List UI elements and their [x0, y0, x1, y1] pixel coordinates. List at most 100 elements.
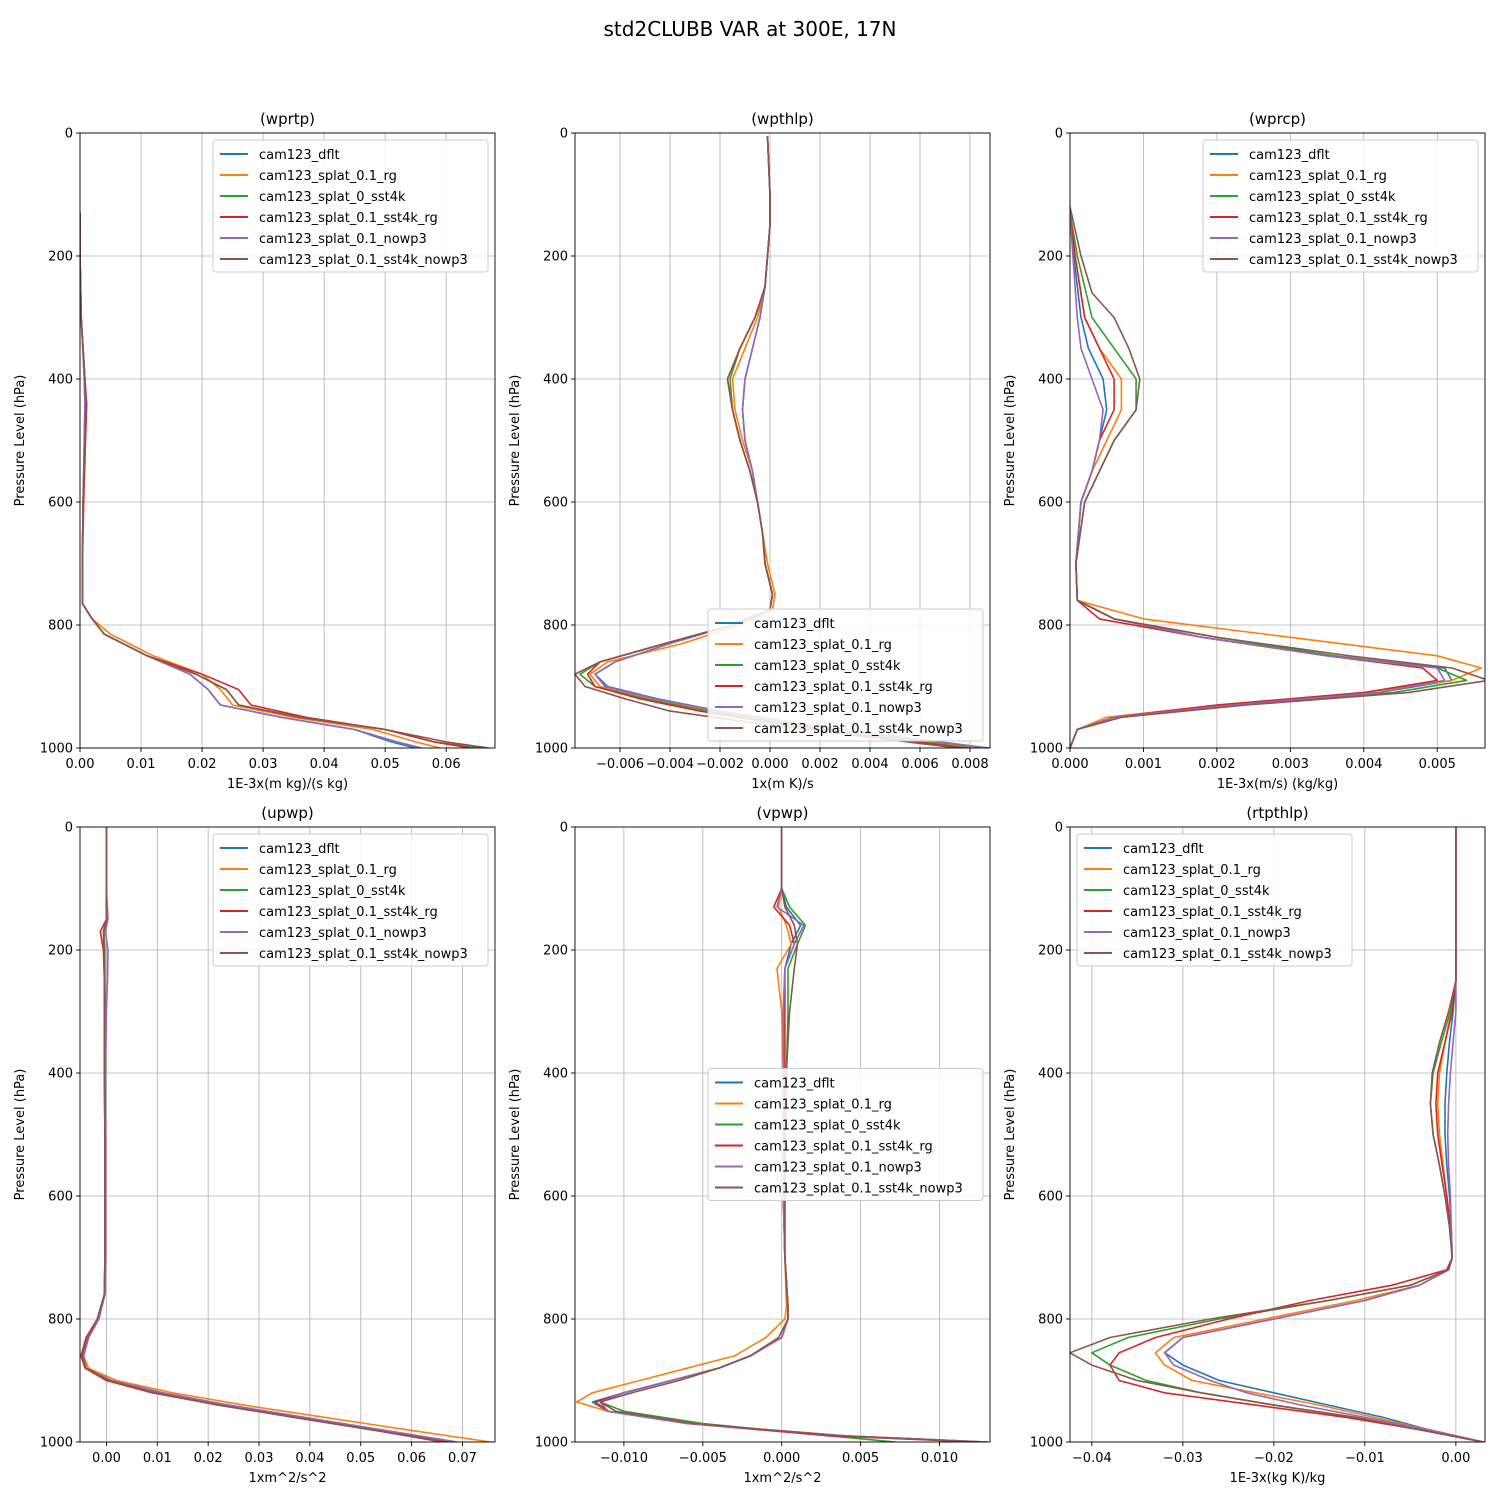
subplot-title: (wprtp) — [260, 110, 315, 128]
y-axis-label: Pressure Level (hPa) — [1003, 1069, 1018, 1201]
y-tick-label: 600 — [48, 496, 73, 511]
subplot-wprcp: 0.000 0.001 0.002 0.003 0.004 0.005 0 200 400 600… — [1003, 110, 1486, 792]
legend-label: cam123_splat_0.1_rg — [1123, 863, 1261, 878]
y-axis-label: Pressure Level (hPa) — [13, 375, 28, 507]
x-tick-label: 0.04 — [310, 757, 339, 772]
y-tick-label: 0 — [1055, 821, 1063, 836]
subplot-wpthlp: −0.006 −0.004 −0.002 0.000 0.002 0.004 0.006 0.… — [508, 110, 991, 792]
legend: cam123_dflt cam123_splat_0.1_rg cam123_spl… — [212, 139, 489, 273]
series-group — [1070, 206, 1485, 748]
legend-label: cam123_splat_0.1_rg — [1249, 169, 1387, 184]
x-tick-label: 0.02 — [188, 757, 217, 772]
legend-label: cam123_splat_0.1_sst4k_rg — [754, 1140, 933, 1155]
subplot-title: (upwp) — [261, 804, 314, 822]
x-tick-label: 0.002 — [801, 757, 838, 772]
x-tick-label: −0.01 — [1345, 1451, 1385, 1466]
x-axis-label: 1x(m K)/s — [751, 777, 814, 792]
legend-label: cam123_splat_0.1_sst4k_rg — [754, 680, 933, 695]
y-tick-label: 200 — [48, 944, 73, 959]
x-axis-label: 1E-3x(kg K)/kg — [1230, 1471, 1326, 1486]
x-tick-label: 0.01 — [127, 757, 156, 772]
subplot-title: (wpthlp) — [751, 110, 814, 128]
legend-box — [212, 833, 489, 967]
legend-label: cam123_splat_0_sst4k — [754, 1119, 901, 1134]
series-group — [80, 827, 491, 1442]
x-tick-label: 0.000 — [1051, 757, 1088, 772]
legend-box — [707, 1068, 984, 1201]
y-tick-label: 200 — [48, 250, 73, 265]
legend-label: cam123_splat_0_sst4k — [754, 659, 901, 674]
figure-title: std2CLUBB VAR at 300E, 17N — [604, 17, 897, 41]
x-tick-label: 0.06 — [397, 1451, 426, 1466]
y-tick-label: 600 — [48, 1190, 73, 1205]
y-tick-label: 1000 — [1030, 742, 1063, 757]
series-line-cam123_splat_0.1_sst4k_rg — [1070, 212, 1439, 748]
x-tick-label: 0.000 — [751, 757, 788, 772]
legend: cam123_dflt cam123_splat_0.1_rg cam123_spl… — [707, 1068, 984, 1201]
axes-frame — [1069, 132, 1486, 749]
series-group — [575, 136, 990, 748]
x-axis-label: 1xm^2/s^2 — [743, 1471, 821, 1486]
y-tick-label: 800 — [543, 1313, 568, 1328]
y-tick-label: 600 — [543, 496, 568, 511]
series-line-cam123_splat_0.1_rg — [575, 827, 987, 1442]
legend-label: cam123_dflt — [1123, 842, 1204, 857]
legend-label: cam123_splat_0.1_sst4k_nowp3 — [754, 722, 963, 737]
legend-label: cam123_splat_0.1_rg — [754, 1098, 892, 1113]
x-tick-label: 0.05 — [346, 1451, 375, 1466]
legend: cam123_dflt cam123_splat_0.1_rg cam123_spl… — [1202, 139, 1479, 273]
x-tick-label: 0.00 — [92, 1451, 121, 1466]
legend-label: cam123_splat_0.1_rg — [754, 638, 892, 653]
axes-frame — [574, 826, 991, 1443]
legend: cam123_dflt cam123_splat_0.1_rg cam123_spl… — [707, 608, 984, 742]
series-line-cam123_splat_0.1_sst4k_nowp3 — [599, 827, 980, 1442]
legend-label: cam123_splat_0.1_sst4k_rg — [1123, 905, 1302, 920]
subplot-title: (vpwp) — [757, 804, 809, 822]
y-tick-label: 400 — [48, 1067, 73, 1082]
x-tick-label: −0.002 — [696, 757, 744, 772]
x-tick-label: −0.005 — [679, 1451, 727, 1466]
legend-label: cam123_splat_0.1_sst4k_nowp3 — [259, 947, 468, 962]
x-tick-label: 0.00 — [1441, 1451, 1470, 1466]
x-tick-label: 0.02 — [194, 1451, 223, 1466]
subplot-upwp: 0.00 0.01 0.02 0.03 0.04 0.05 0.06 0.07 0 200 400 6… — [13, 804, 496, 1486]
x-axis-label: 1E-3x(m/s) (kg/kg) — [1217, 777, 1338, 792]
y-axis-label: Pressure Level (hPa) — [508, 375, 523, 507]
y-tick-label: 200 — [543, 250, 568, 265]
x-tick-label: 0.07 — [448, 1451, 477, 1466]
x-tick-label: 0.005 — [842, 1451, 879, 1466]
legend-label: cam123_dflt — [754, 617, 835, 632]
x-tick-label: 0.00 — [66, 757, 95, 772]
x-tick-label: 0.03 — [249, 757, 278, 772]
x-tick-label: −0.010 — [600, 1451, 648, 1466]
x-tick-label: 0.004 — [1345, 757, 1382, 772]
x-tick-label: −0.02 — [1254, 1451, 1294, 1466]
series-line-cam123_splat_0.1_sst4k_nowp3 — [575, 136, 958, 748]
y-tick-label: 600 — [1038, 1190, 1063, 1205]
legend-label: cam123_splat_0.1_rg — [259, 169, 397, 184]
y-tick-label: 600 — [543, 1190, 568, 1205]
x-tick-label: 0.01 — [143, 1451, 172, 1466]
legend: cam123_dflt cam123_splat_0.1_rg cam123_spl… — [212, 833, 489, 967]
series-line-cam123_splat_0.1_sst4k_nowp3 — [81, 827, 443, 1442]
series-line-cam123_dflt — [80, 212, 416, 748]
x-tick-label: 0.002 — [1198, 757, 1235, 772]
axes-frame — [79, 132, 496, 749]
y-tick-label: 1000 — [40, 1436, 73, 1451]
y-tick-label: 0 — [560, 821, 568, 836]
legend-label: cam123_splat_0.1_nowp3 — [754, 701, 922, 716]
series-line-cam123_splat_0.1_rg — [80, 212, 441, 748]
y-tick-label: 400 — [1038, 1067, 1063, 1082]
series-line-cam123_splat_0_sst4k — [1070, 212, 1468, 748]
subplot-wprtp: 0.00 0.01 0.02 0.03 0.04 0.05 0.06 0 200 400 600 80… — [13, 110, 496, 792]
legend-label: cam123_splat_0_sst4k — [1249, 190, 1396, 205]
legend-box — [212, 139, 489, 273]
x-tick-label: 0.06 — [432, 757, 461, 772]
y-tick-label: 800 — [48, 1313, 73, 1328]
legend: cam123_dflt cam123_splat_0.1_rg cam123_spl… — [1076, 833, 1353, 967]
legend-label: cam123_splat_0.1_nowp3 — [754, 1161, 922, 1176]
legend-label: cam123_splat_0.1_sst4k_rg — [1249, 211, 1428, 226]
axes-frame — [574, 132, 991, 749]
series-line-cam123_splat_0.1_nowp3 — [80, 212, 422, 748]
y-tick-label: 400 — [1038, 373, 1063, 388]
